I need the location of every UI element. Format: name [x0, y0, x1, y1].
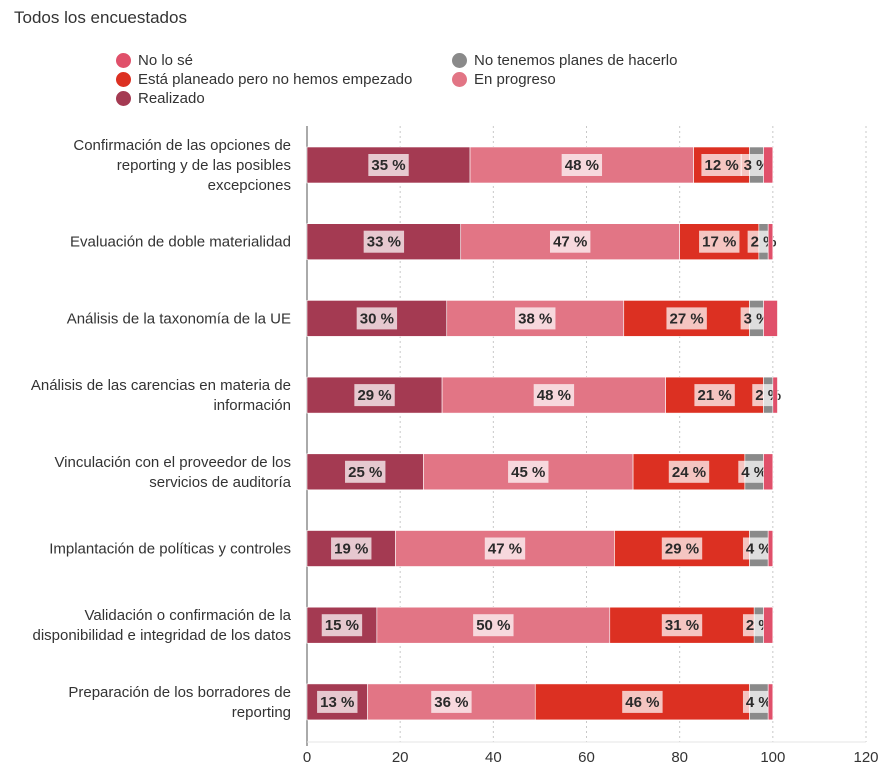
bar-segment [767, 683, 774, 721]
legend: No lo sé No tenemos planes de hacerlo Es… [116, 52, 756, 112]
legend-item-no-planes: No tenemos planes de hacerlo [452, 52, 677, 69]
legend-item-no-lo-se: No lo sé [116, 52, 193, 69]
data-label-bg [354, 384, 395, 407]
legend-label-realizado: Realizado [138, 90, 205, 107]
data-label-bg [508, 460, 549, 483]
data-label-bg [668, 460, 710, 483]
data-label: 27 % [670, 310, 704, 327]
legend-swatch-planeado [116, 72, 131, 87]
data-label-bg [515, 307, 556, 330]
data-label: 4 % [746, 694, 772, 711]
data-label: 29 % [665, 541, 699, 558]
category-label: Evaluación de doble materialidad [70, 234, 291, 251]
data-label: 17 % [702, 234, 736, 251]
data-label: 3 % [744, 310, 770, 327]
data-label-bg [661, 614, 703, 637]
x-tick-label: 0 [303, 749, 311, 766]
data-label-bg [666, 307, 707, 330]
data-label-bg [345, 460, 386, 483]
legend-label-no-lo-se: No lo sé [138, 52, 194, 69]
x-tick-label: 80 [671, 749, 688, 766]
data-label: 48 % [537, 387, 571, 404]
category-label: Implantación de políticas y controles [49, 541, 291, 558]
x-tick-label: 60 [578, 749, 595, 766]
legend-item-realizado: Realizado [116, 90, 205, 107]
data-label: 21 % [698, 387, 732, 404]
data-label-bg [661, 537, 703, 560]
data-label: 24 % [672, 464, 706, 481]
data-label-bg [561, 154, 603, 176]
data-label-bg [699, 230, 740, 253]
data-label-bg [356, 307, 398, 330]
data-label: 12 % [704, 157, 738, 174]
bar-segment [772, 376, 778, 414]
legend-swatch-no-lo-se [116, 53, 131, 68]
legend-swatch-realizado [116, 91, 131, 106]
bar-segment [767, 530, 774, 567]
data-label: 13 % [320, 694, 354, 711]
data-label-bg [431, 690, 472, 713]
category-label: Análisis de la taxonomía de la UE [67, 310, 291, 327]
x-tick-label: 20 [392, 749, 409, 766]
category-label: Análisis de las carencias en materia de i… [31, 377, 291, 414]
data-label-bg [694, 384, 735, 407]
data-label: 33 % [367, 234, 401, 251]
bar-segment [767, 223, 774, 260]
data-label-bg [473, 614, 514, 637]
data-label-bg [317, 690, 358, 713]
data-label-bg [484, 537, 526, 560]
legend-label-no-planes: No tenemos planes de hacerlo [474, 52, 678, 69]
category-label: Vinculación con el proveedor de los servi… [54, 454, 291, 491]
bar-segment [763, 146, 774, 184]
data-label: 31 % [665, 617, 699, 634]
data-label-bg [701, 154, 742, 176]
data-label-bg [738, 460, 771, 483]
data-label: 19 % [334, 541, 368, 558]
x-tick-label: 100 [760, 749, 785, 766]
legend-item-en-progreso: En progreso [452, 71, 556, 88]
category-label: Preparación de los borradores de reportin… [68, 684, 291, 721]
bar-segment [763, 300, 778, 337]
legend-swatch-en-progreso [452, 72, 467, 87]
category-label: Confirmación de las opciones de reporting… [73, 137, 291, 194]
data-label: 29 % [357, 387, 391, 404]
legend-swatch-no-planes [452, 53, 467, 68]
data-label: 25 % [348, 464, 382, 481]
legend-item-planeado: Está planeado pero no hemos empezado [116, 71, 412, 88]
data-label-bg [533, 384, 575, 407]
data-label-bg [742, 690, 775, 713]
data-label: 47 % [488, 541, 522, 558]
data-label-bg [742, 537, 775, 560]
legend-label-en-progreso: En progreso [474, 71, 556, 88]
data-label: 46 % [625, 694, 659, 711]
data-label: 3 % [744, 157, 770, 174]
category-label: Validación o confirmación de la disponibi… [32, 607, 291, 644]
data-label: 38 % [518, 310, 552, 327]
legend-label-planeado: Está planeado pero no hemos empezado [138, 71, 413, 88]
chart-title: Todos los encuestados [14, 8, 187, 27]
data-label-bg [363, 230, 405, 253]
data-label: 45 % [511, 464, 545, 481]
data-label-bg [331, 537, 372, 560]
bar-segment [469, 146, 694, 184]
data-label: 15 % [325, 617, 359, 634]
data-label: 30 % [360, 310, 394, 327]
data-label: 35 % [371, 157, 405, 174]
data-label: 47 % [553, 234, 587, 251]
data-label-bg [549, 230, 591, 253]
data-label: 4 % [746, 541, 772, 558]
data-label-bg [368, 154, 409, 176]
data-label: 4 % [741, 464, 767, 481]
bar-segment [763, 606, 774, 644]
data-label: 48 % [565, 157, 599, 174]
bar-segment [763, 453, 774, 491]
x-tick-label: 120 [853, 749, 878, 766]
data-label: 36 % [434, 694, 468, 711]
data-label-bg [622, 690, 663, 713]
x-tick-label: 40 [485, 749, 502, 766]
data-label: 50 % [476, 617, 510, 634]
data-label-bg [321, 614, 363, 637]
